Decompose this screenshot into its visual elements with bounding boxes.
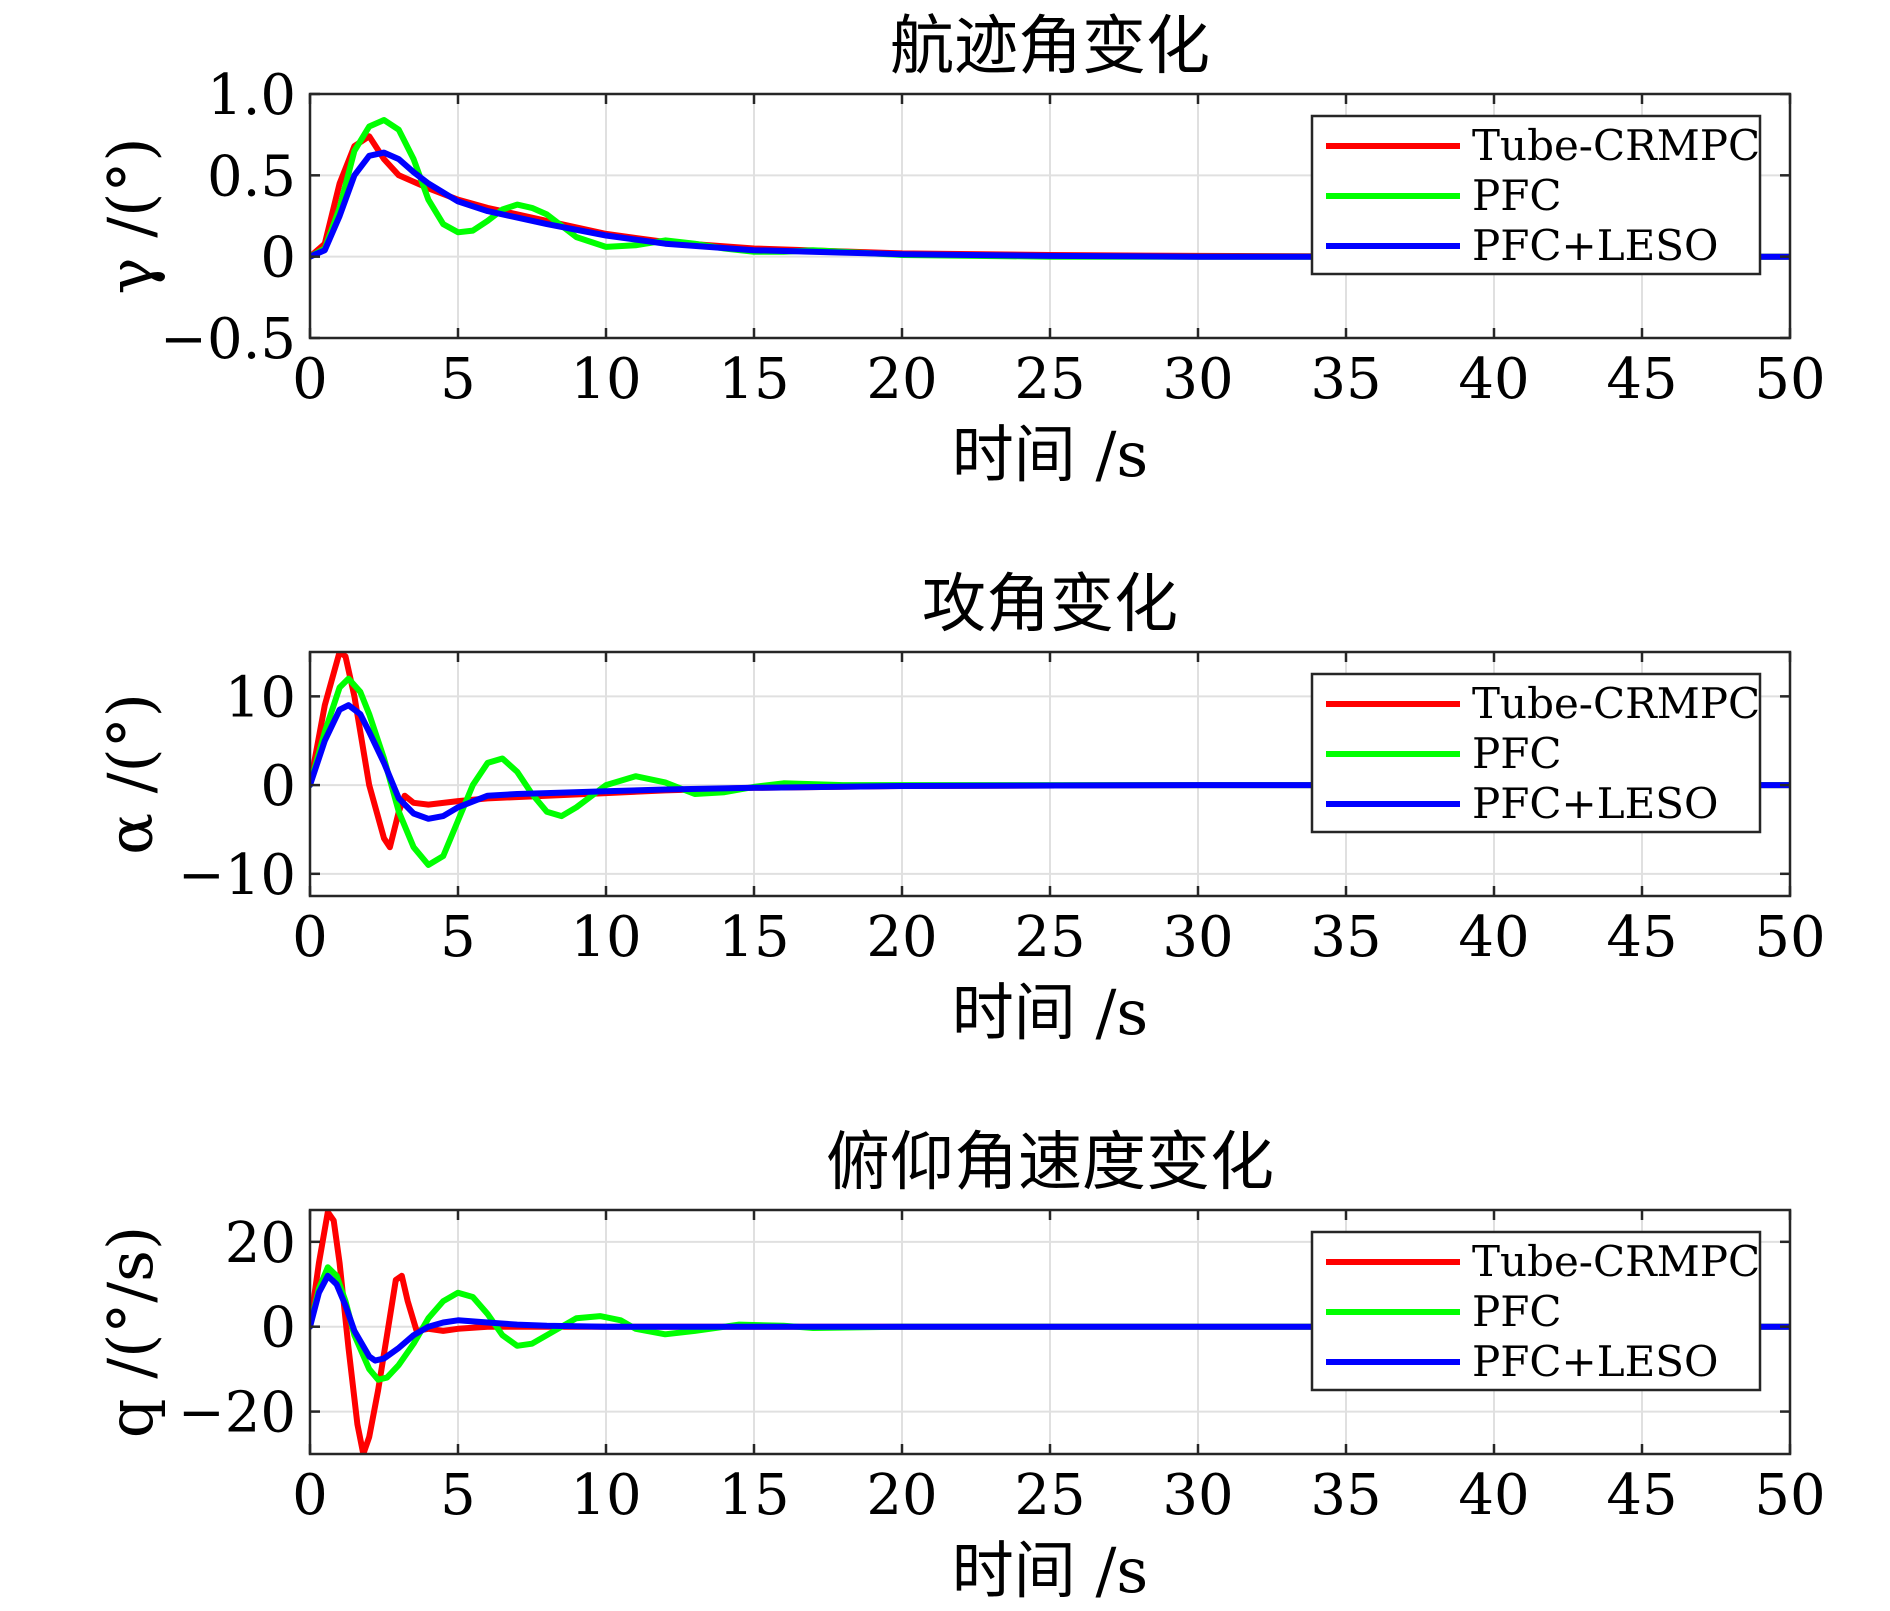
series-line-pfc xyxy=(310,675,1790,868)
legend-label-tube-crmpc: Tube-CRMPC xyxy=(1472,1237,1760,1286)
x-tick-label: 5 xyxy=(440,905,476,970)
series-group xyxy=(310,117,1790,260)
legend-label-pfc-leso: PFC+LESO xyxy=(1472,779,1718,828)
y-axis: −10 0 10 xyxy=(178,665,1790,908)
y-tick-label: 0 xyxy=(260,754,296,819)
x-tick-label: 45 xyxy=(1606,347,1677,412)
x-tick-label: 30 xyxy=(1162,347,1233,412)
y-axis-label: γ /(°) xyxy=(94,137,167,294)
x-tick-label: 15 xyxy=(718,905,789,970)
legend-label-pfc: PFC xyxy=(1472,1287,1562,1336)
y-tick-label: 0 xyxy=(260,226,296,291)
x-tick-label: 10 xyxy=(570,905,641,970)
x-tick-label: 20 xyxy=(866,347,937,412)
x-tick-label: 20 xyxy=(866,905,937,970)
legend-label-tube-crmpc: Tube-CRMPC xyxy=(1472,679,1760,728)
legend-label-pfc-leso: PFC+LESO xyxy=(1472,221,1718,270)
x-tick-label: 45 xyxy=(1606,1463,1677,1528)
y-axis-label: α /(°) xyxy=(94,693,167,855)
x-tick-label: 45 xyxy=(1606,905,1677,970)
y-axis: −0.5 0 0.5 1.0 xyxy=(160,63,1790,372)
x-tick-label: 50 xyxy=(1754,905,1825,970)
legend-label-pfc-leso: PFC+LESO xyxy=(1472,1337,1718,1386)
x-tick-label: 25 xyxy=(1014,1463,1085,1528)
x-axis-label: 时间 /s xyxy=(952,1534,1148,1607)
x-tick-label: 25 xyxy=(1014,347,1085,412)
y-axis: −20 0 20 xyxy=(178,1211,1790,1446)
x-tick-label: 20 xyxy=(866,1463,937,1528)
legend-label-pfc: PFC xyxy=(1472,729,1562,778)
x-tick-label: 0 xyxy=(292,347,328,412)
x-tick-label: 30 xyxy=(1162,1463,1233,1528)
series-line-pfc-leso xyxy=(310,1272,1790,1364)
x-tick-label: 35 xyxy=(1310,347,1381,412)
x-tick-label: 10 xyxy=(570,347,641,412)
chart-title: 攻角变化 xyxy=(922,568,1178,642)
y-tick-label: −20 xyxy=(178,1381,296,1446)
x-tick-label: 40 xyxy=(1458,1463,1529,1528)
x-axis: 0 5 10 15 20 25 30 35 40 45 50 xyxy=(292,94,1826,412)
x-tick-label: 15 xyxy=(718,1463,789,1528)
series-group xyxy=(310,652,1790,868)
x-axis: 0 5 10 15 20 25 30 35 40 45 50 xyxy=(292,1210,1826,1528)
x-tick-label: 10 xyxy=(570,1463,641,1528)
legend-label-tube-crmpc: Tube-CRMPC xyxy=(1472,121,1760,170)
x-axis-label: 时间 /s xyxy=(952,418,1148,491)
chart-title: 俯仰角速度变化 xyxy=(826,1126,1274,1200)
series-group xyxy=(310,1210,1790,1454)
x-tick-label: 25 xyxy=(1014,905,1085,970)
x-tick-label: 15 xyxy=(718,347,789,412)
x-tick-label: 0 xyxy=(292,1463,328,1528)
legend-label-pfc: PFC xyxy=(1472,171,1562,220)
series-line-pfc-leso xyxy=(310,149,1790,260)
x-tick-label: 35 xyxy=(1310,905,1381,970)
x-tick-label: 40 xyxy=(1458,905,1529,970)
y-tick-label: 20 xyxy=(225,1211,296,1276)
x-tick-label: 50 xyxy=(1754,347,1825,412)
y-tick-label: 0 xyxy=(260,1296,296,1361)
x-tick-label: 0 xyxy=(292,905,328,970)
y-tick-label: 10 xyxy=(225,665,296,730)
x-tick-label: 5 xyxy=(440,347,476,412)
x-tick-label: 35 xyxy=(1310,1463,1381,1528)
x-axis-label: 时间 /s xyxy=(952,976,1148,1049)
x-tick-label: 50 xyxy=(1754,1463,1825,1528)
x-axis: 0 5 10 15 20 25 30 35 40 45 50 xyxy=(292,652,1826,970)
y-tick-label: −0.5 xyxy=(160,307,296,372)
chart-title: 航迹角变化 xyxy=(890,10,1210,84)
x-tick-label: 5 xyxy=(440,1463,476,1528)
series-line-pfc-leso xyxy=(310,702,1790,822)
y-tick-label: 0.5 xyxy=(207,144,296,209)
x-tick-label: 40 xyxy=(1458,347,1529,412)
y-tick-label: 1.0 xyxy=(207,63,296,128)
y-axis-label: q /(°/s) xyxy=(94,1226,167,1438)
x-tick-label: 30 xyxy=(1162,905,1233,970)
y-tick-label: −10 xyxy=(178,843,296,908)
